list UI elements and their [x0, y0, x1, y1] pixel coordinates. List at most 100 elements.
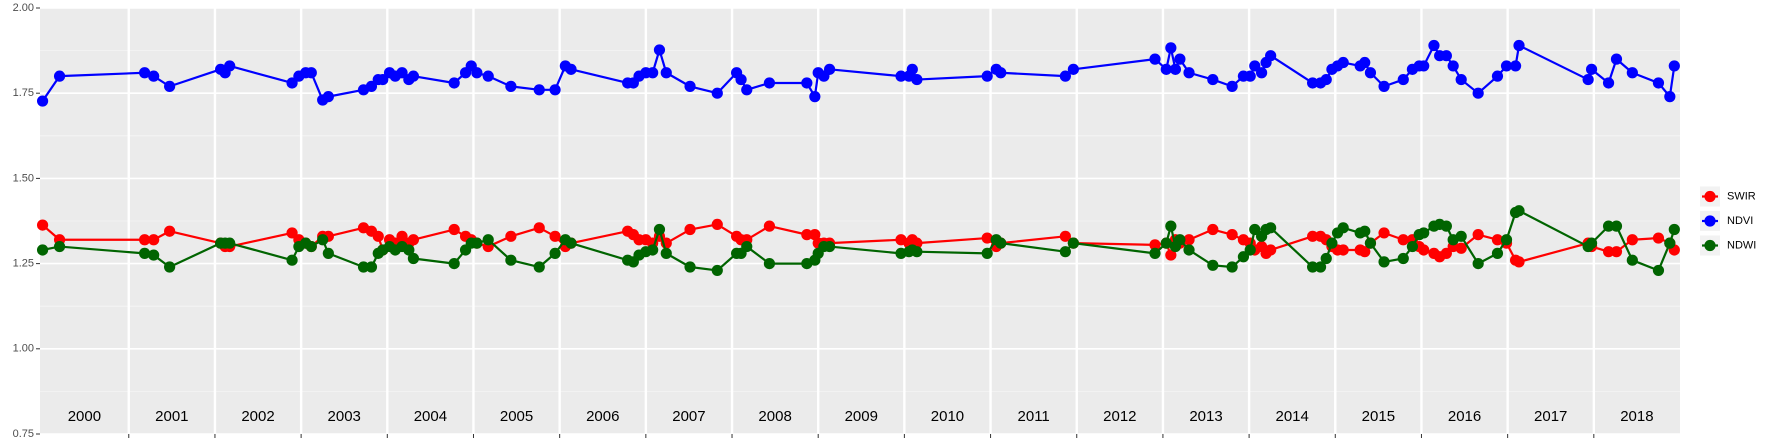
- data-point: [1165, 220, 1177, 232]
- data-point: [533, 261, 545, 273]
- data-point: [1652, 232, 1665, 244]
- data-point: [565, 237, 577, 249]
- data-point: [1337, 244, 1349, 256]
- data-point: [1165, 249, 1177, 261]
- data-point: [735, 73, 747, 86]
- data-point: [1513, 256, 1525, 268]
- legend-point: [1704, 239, 1716, 252]
- data-point: [365, 261, 378, 273]
- data-point: [809, 229, 821, 241]
- year-label: 2006: [586, 408, 619, 425]
- data-point: [895, 70, 907, 82]
- data-point: [1326, 237, 1338, 249]
- data-point: [1602, 220, 1615, 232]
- data-point: [801, 77, 813, 89]
- data-point: [1067, 237, 1079, 249]
- data-point: [549, 84, 561, 96]
- data-point: [1249, 60, 1261, 72]
- data-point: [684, 223, 696, 236]
- year-label: 2017: [1534, 408, 1567, 425]
- data-point: [305, 67, 317, 79]
- data-point: [1337, 56, 1349, 69]
- data-point: [1174, 53, 1186, 65]
- data-point: [1378, 256, 1390, 268]
- data-point: [1183, 244, 1195, 256]
- data-point: [1320, 252, 1332, 265]
- data-point: [148, 70, 160, 82]
- data-point: [396, 67, 408, 79]
- data-point: [549, 247, 561, 259]
- data-point: [1226, 229, 1238, 241]
- y-tick-label: 1.75: [13, 87, 34, 99]
- year-label: 2013: [1189, 408, 1222, 425]
- data-point: [911, 246, 923, 258]
- data-point: [1265, 244, 1277, 256]
- data-point: [396, 230, 408, 242]
- year-label: 2010: [931, 408, 964, 425]
- data-point: [1067, 63, 1079, 75]
- data-point: [372, 230, 384, 242]
- data-point: [549, 230, 561, 242]
- data-point: [801, 229, 813, 241]
- data-point: [1149, 239, 1161, 251]
- data-point: [1226, 80, 1238, 92]
- data-point: [1406, 240, 1419, 253]
- legend-point: [1704, 190, 1716, 203]
- data-point: [1244, 244, 1256, 256]
- data-point: [906, 63, 918, 75]
- y-tick-label: 0.75: [13, 428, 34, 440]
- data-point: [1244, 70, 1256, 82]
- data-point: [660, 247, 672, 259]
- data-point: [1320, 73, 1332, 86]
- data-point: [1359, 56, 1371, 69]
- data-point: [981, 247, 993, 259]
- data-point: [1160, 237, 1172, 249]
- data-point: [763, 220, 776, 232]
- data-point: [365, 80, 378, 92]
- data-point: [763, 258, 776, 270]
- data-point: [286, 227, 298, 239]
- data-point: [1610, 246, 1623, 258]
- data-point: [322, 91, 334, 103]
- year-label: 2012: [1103, 408, 1136, 425]
- data-point: [286, 77, 298, 89]
- data-point: [448, 258, 460, 270]
- data-point: [1447, 60, 1459, 72]
- data-point: [533, 84, 545, 96]
- data-point: [36, 244, 49, 256]
- data-point: [711, 87, 723, 99]
- data-point: [139, 67, 151, 79]
- data-point: [1397, 73, 1409, 86]
- data-point: [1265, 50, 1277, 62]
- data-point: [377, 73, 389, 86]
- data-point: [809, 91, 821, 103]
- data-point: [148, 234, 160, 246]
- data-point: [1668, 223, 1680, 236]
- data-point: [1255, 67, 1268, 79]
- data-point: [981, 70, 993, 82]
- legend-label: NDVI: [1727, 215, 1753, 227]
- data-point: [505, 254, 517, 266]
- data-point: [1626, 234, 1638, 246]
- data-point: [148, 249, 160, 261]
- data-point: [1585, 237, 1598, 249]
- data-point: [741, 240, 753, 253]
- year-label: 2004: [414, 408, 447, 425]
- data-point: [224, 60, 236, 72]
- data-point: [1378, 227, 1390, 239]
- data-point: [1307, 77, 1319, 89]
- data-point: [1337, 222, 1349, 234]
- data-point: [1664, 237, 1676, 249]
- data-point: [1418, 60, 1430, 72]
- data-point: [403, 244, 415, 256]
- year-label: 2003: [328, 408, 361, 425]
- data-point: [1207, 223, 1219, 236]
- data-point: [995, 237, 1007, 249]
- data-point: [1165, 42, 1177, 54]
- data-point: [1249, 223, 1261, 236]
- data-point: [1602, 77, 1615, 89]
- data-point: [1226, 261, 1238, 273]
- data-point: [1183, 67, 1195, 79]
- data-point: [448, 77, 460, 89]
